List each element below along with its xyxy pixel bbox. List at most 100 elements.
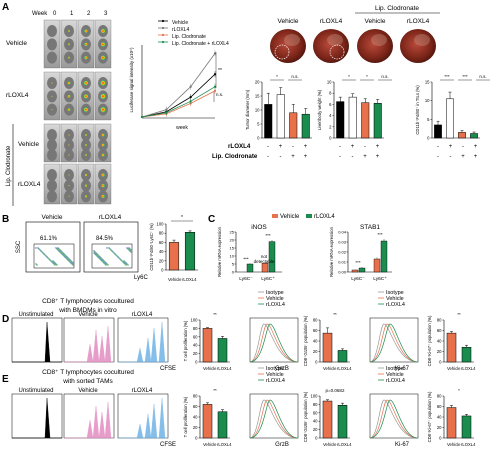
legend-rloxl4: rLOXL4 [172,27,189,33]
flow-gate-0 [33,243,75,269]
flow-event [115,254,117,256]
luciferase-signal [100,93,106,100]
restE-prolif-tick-label: 60 [193,404,198,409]
flow-event [102,259,104,261]
a-bar-chart-0-bar-3 [301,113,310,139]
legend-marker-1 [161,26,165,30]
panel-c-bar-charts: iNOS 0 5 10 15 20 25 Relative mRNA expression Ly… [217,224,392,282]
restD-cat-rloxl4: rLOXL4 [337,366,352,371]
luciferase-signal [68,154,70,156]
c-bar [246,263,254,273]
c-tick-label: 0.01 [338,260,347,265]
legend-vehicle: Vehicle [172,20,188,26]
flow-event [104,263,106,265]
flow-event [129,250,131,252]
stat-label: *** [444,74,450,79]
restE-pop1-bar-1 [337,404,348,439]
hist-curve-1 [64,325,114,363]
flow-event [64,256,66,258]
series-line-1 [141,53,216,118]
panel-a-bar-charts: 0 5 10 15 20 Tumor diameter (mm) * n.s. 0 2 4 6 8 10 L… [245,74,490,141]
flow-event [94,251,96,253]
b-bar-chart-bar-1 [184,232,196,271]
flow-event [113,252,115,254]
flow-event [44,254,46,256]
flow-event [130,249,132,251]
flow-event [53,263,55,265]
restD-pop1-bar-0 [322,332,333,363]
luciferase-signal [67,107,71,112]
table-cell: + [449,144,453,150]
flow-event [60,252,62,254]
restE-pop1-bar-0 [322,400,333,439]
stat-label: * [366,74,368,79]
c-tick-label: 15 [230,246,235,251]
flow-event [118,257,120,259]
luciferase-signal [101,133,105,137]
hist-title-0: Unstimulated [18,388,53,394]
b-stat-label: * [181,215,183,221]
legend-lip-clodronate: Lip. Clodronate [172,34,206,40]
restD-prolif-tick-label: 60 [193,334,198,339]
c-tick-label: 0.03 [338,240,347,245]
flow-event [51,261,53,263]
luciferase-signal [68,144,70,146]
restD-overlay-curve [249,323,299,363]
stat-label: *** [462,74,468,79]
table-row-rloxl4: rLOXL4 [228,143,251,150]
hist-xaxis-cfse: CFSE [160,366,176,372]
restD-prolif-ylabel: T cell proliferation (%) [183,320,188,361]
restD-pop1-tick-label: 60 [313,328,318,333]
panel-letter-a: A [2,2,9,13]
flow-event [45,255,47,257]
luciferase-signal [101,143,105,147]
b-bar-chart-tick-label: 20 [159,258,164,263]
luciferase-signal [68,195,70,198]
restE-prolif-tick-label: 80 [193,394,198,399]
luciferase-signal [67,43,71,46]
restE-overlay-legend-label: Isotype [386,366,404,372]
panel-e-cfse-histograms: Unstimulated Vehicle rLOXL4 CFSE [11,388,176,448]
flow-event [43,253,45,255]
luciferase-signal [51,108,53,111]
restD-overlay-frame-0 [249,317,299,363]
stat-label: * [276,74,278,79]
luciferase-signal [101,194,105,199]
restE-overlay-curve [249,399,299,439]
mouse-silhouette [47,169,57,181]
a-bar-chart-1-tick-label: 6 [329,102,332,107]
flow-event [39,249,41,251]
luciferase-signal [84,143,88,147]
photo-label-vehicle: Vehicle [278,18,299,25]
restE-pop2-bar-1 [461,415,472,439]
liver-highlight [371,34,387,46]
flow-event [124,263,126,265]
panel-e-title-line2: with sorted TAMs [62,378,113,385]
a-bar-chart-0-bar-2 [289,112,298,139]
restD-stat-pop2: ** [457,312,461,317]
c-tick-label: 0.00 [338,270,347,275]
flow-event [101,260,103,262]
flow-event [62,254,64,256]
restE-pop1-tick-label: 60 [313,410,318,415]
flow-event [128,247,130,249]
flow-event [65,257,67,259]
b-bar-chart-tick-label: 40 [159,249,164,254]
a-bar-chart-2-tick-label: 5 [427,117,430,122]
legend-swatch-rloxl4 [306,214,312,218]
luciferase-signal [67,56,71,59]
a-bar-chart-1-tick-label: 10 [327,80,332,85]
table-cell: - [437,144,439,150]
restE-marker-label-1: Ki-67 [395,442,410,448]
flow-event [95,254,97,256]
hist-curve-2 [118,397,168,439]
flow-event [69,261,71,263]
hist-curve-0 [12,321,62,363]
flow-event [63,255,65,257]
flow-event [123,260,125,262]
series-point [140,115,144,119]
line-chart-stat-significant: ** [218,68,222,74]
restE-overlay-curve [369,399,419,439]
table-cell: + [363,154,367,160]
a-bar-chart-0-tick-label: 15 [255,94,260,99]
